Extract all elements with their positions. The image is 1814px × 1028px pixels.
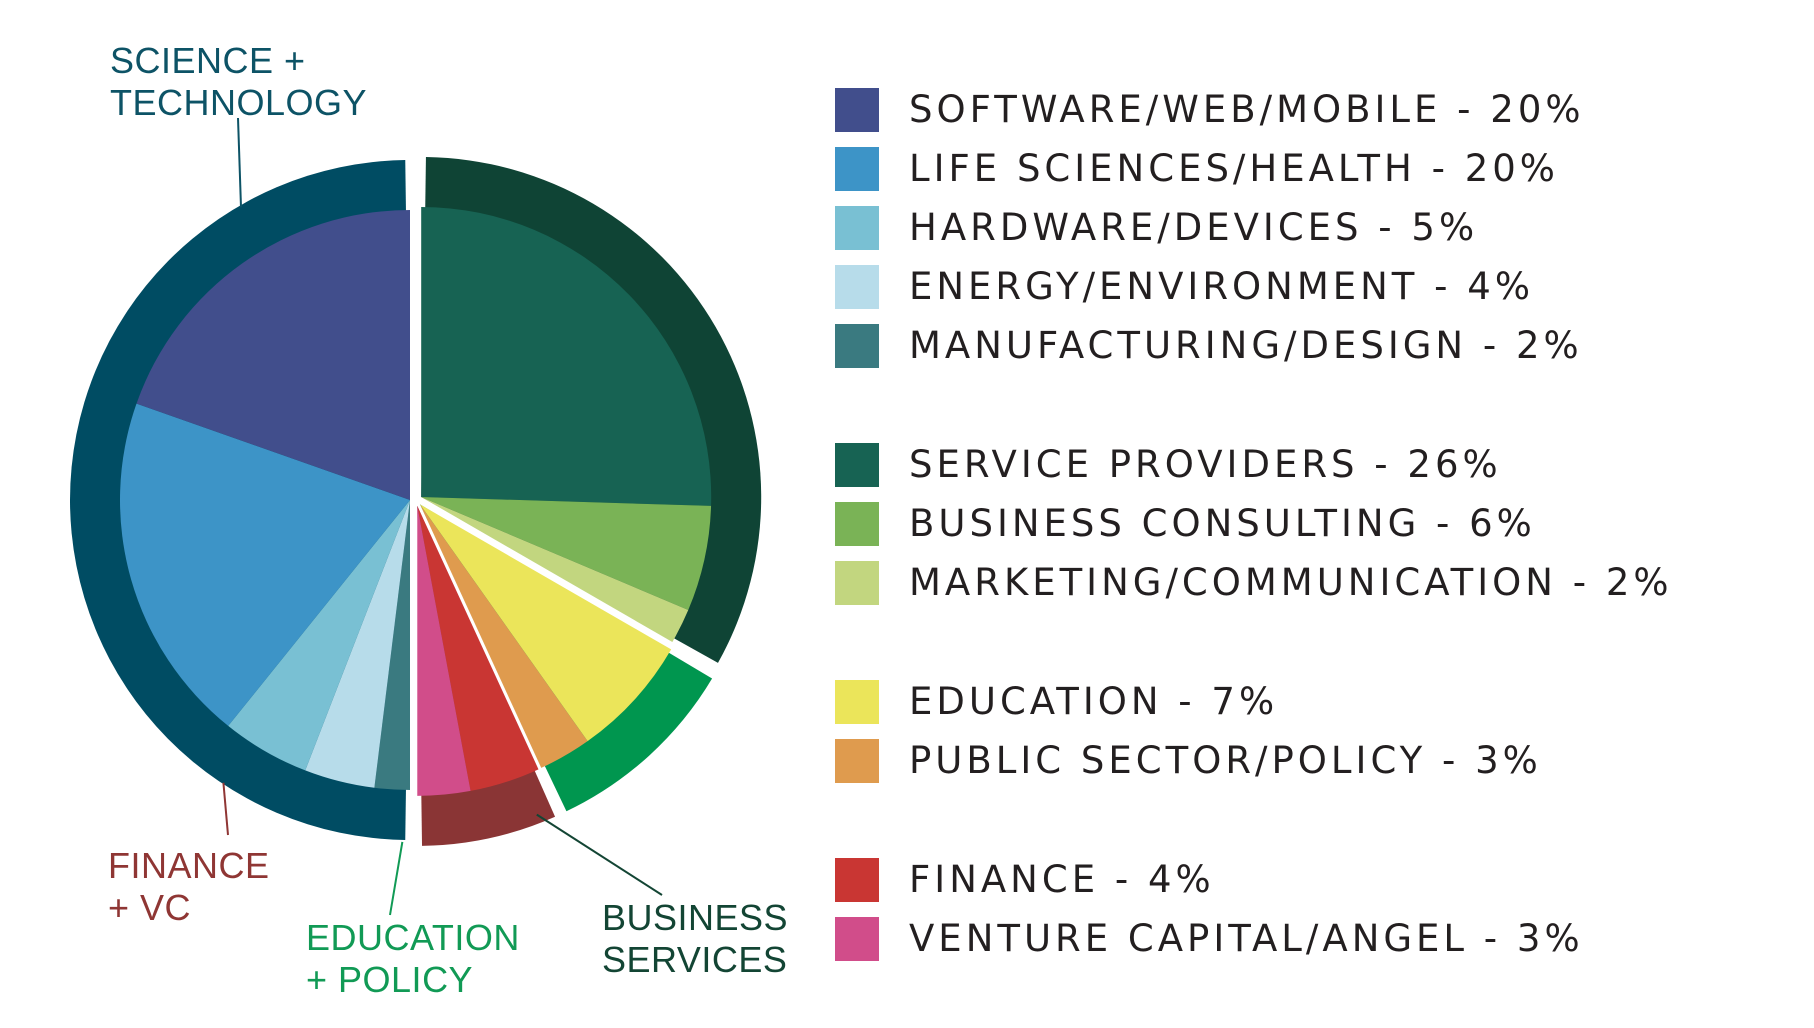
legend-label: MARKETING/COMMUNICATION - 2% [909, 561, 1673, 604]
legend-item-public-sector-policy: PUBLIC SECTOR/POLICY - 3% [835, 731, 1805, 790]
legend-item-marketing-communication: MARKETING/COMMUNICATION - 2% [835, 553, 1805, 612]
slice-life-sciences-health [120, 403, 411, 726]
legend-label: ENERGY/ENVIRONMENT - 4% [909, 265, 1534, 308]
legend-swatch [835, 87, 879, 132]
slice-finance [417, 505, 539, 791]
pie-chart [70, 117, 762, 916]
leader-line-business-services [536, 813, 663, 896]
legend-item-business-consulting: BUSINESS CONSULTING - 6% [835, 494, 1805, 553]
group-label-science-technology: SCIENCE + TECHNOLOGY [110, 40, 368, 123]
leader-line-education-policy [389, 841, 404, 916]
legend-group-education-policy: EDUCATION - 7% PUBLIC SECTOR/POLICY - 3% [835, 672, 1805, 790]
legend-swatch [835, 916, 879, 961]
leader-lines [222, 117, 663, 916]
slice-service-providers [421, 207, 712, 506]
legend-label: MANUFACTURING/DESIGN - 2% [909, 324, 1583, 367]
group-label-education-policy: EDUCATION + POLICY [306, 917, 520, 1000]
legend-group-science-technology: SOFTWARE/WEB/MOBILE - 20% LIFE SCIENCES/… [835, 80, 1805, 375]
legend-item-life-sciences-health: LIFE SCIENCES/HEALTH - 20% [835, 139, 1805, 198]
legend-swatch [835, 560, 879, 605]
slice-public-sector-policy [420, 504, 588, 768]
slice-marketing-communication [421, 497, 689, 642]
legend: SOFTWARE/WEB/MOBILE - 20% LIFE SCIENCES/… [835, 80, 1805, 968]
slice-hardware-devices [228, 500, 410, 771]
legend-item-service-providers: SERVICE PROVIDERS - 26% [835, 435, 1805, 494]
legend-swatch [835, 205, 879, 250]
legend-swatch [835, 264, 879, 309]
legend-label: FINANCE - 4% [909, 858, 1215, 901]
legend-label: SERVICE PROVIDERS - 26% [909, 443, 1502, 486]
legend-group-finance-vc: FINANCE - 4% VENTURE CAPITAL/ANGEL - 3% [835, 850, 1805, 968]
legend-label: VENTURE CAPITAL/ANGEL - 3% [909, 917, 1584, 960]
legend-swatch [835, 857, 879, 902]
legend-swatch [835, 146, 879, 191]
legend-item-energy-environment: ENERGY/ENVIRONMENT - 4% [835, 257, 1805, 316]
legend-swatch [835, 442, 879, 487]
legend-item-software-web-mobile: SOFTWARE/WEB/MOBILE - 20% [835, 80, 1805, 139]
group-label-business-services: BUSINESS SERVICES [602, 897, 789, 980]
pie-slices [120, 207, 712, 796]
legend-label: SOFTWARE/WEB/MOBILE - 20% [909, 88, 1585, 131]
slice-education [420, 504, 672, 742]
slice-software-web-mobile [136, 210, 410, 500]
legend-swatch [835, 679, 879, 724]
legend-item-manufacturing-design: MANUFACTURING/DESIGN - 2% [835, 316, 1805, 375]
slice-business-consulting [421, 497, 712, 611]
legend-group-business-services: SERVICE PROVIDERS - 26% BUSINESS CONSULT… [835, 435, 1805, 612]
legend-item-hardware-devices: HARDWARE/DEVICES - 5% [835, 198, 1805, 257]
legend-item-venture-capital-angel: VENTURE CAPITAL/ANGEL - 3% [835, 909, 1805, 968]
legend-label: PUBLIC SECTOR/POLICY - 3% [909, 739, 1542, 782]
legend-swatch [835, 501, 879, 546]
legend-label: EDUCATION - 7% [909, 680, 1279, 723]
legend-item-finance: FINANCE - 4% [835, 850, 1805, 909]
legend-label: HARDWARE/DEVICES - 5% [909, 206, 1479, 249]
leader-line-science-technology [237, 117, 242, 208]
slice-energy-environment [305, 500, 410, 788]
leader-line-finance-vc [222, 782, 229, 836]
legend-label: LIFE SCIENCES/HEALTH - 20% [909, 147, 1559, 190]
legend-swatch [835, 323, 879, 368]
legend-label: BUSINESS CONSULTING - 6% [909, 502, 1536, 545]
legend-item-education: EDUCATION - 7% [835, 672, 1805, 731]
slice-venture-capital-angel [417, 505, 471, 796]
group-label-finance-vc: FINANCE + VC [108, 845, 270, 928]
legend-swatch [835, 738, 879, 783]
slice-manufacturing-design [374, 500, 410, 790]
